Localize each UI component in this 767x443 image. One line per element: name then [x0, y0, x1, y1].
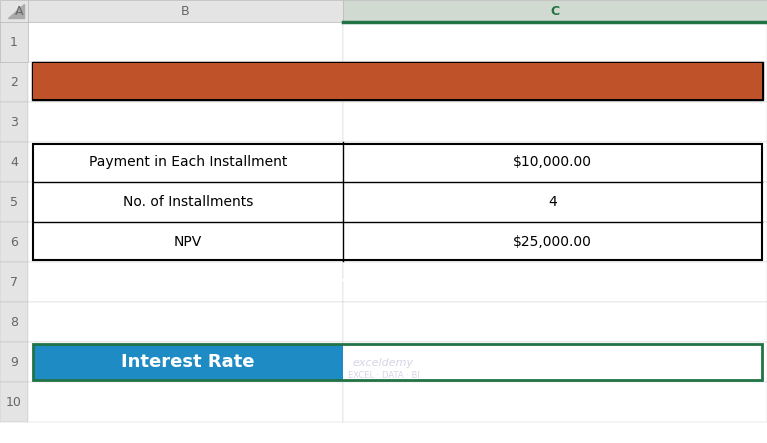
Bar	[28, 142, 343, 182]
Bar	[0, 142, 28, 182]
Text: 1: 1	[10, 35, 18, 48]
Text: exceldemy: exceldemy	[353, 358, 414, 368]
Text: $25,000.00: $25,000.00	[513, 235, 592, 249]
Text: No. of Installments: No. of Installments	[123, 195, 253, 209]
Bar	[0, 22, 28, 62]
Bar	[33, 344, 762, 380]
Text: 7: 7	[10, 276, 18, 288]
Bar	[28, 302, 343, 342]
Bar	[28, 342, 343, 382]
Bar	[343, 62, 767, 102]
Bar	[0, 102, 28, 142]
Text: B: B	[181, 4, 189, 18]
Text: 9: 9	[10, 355, 18, 369]
Bar	[0, 62, 28, 102]
Bar	[28, 182, 343, 222]
Bar	[343, 0, 767, 22]
Bar	[28, 382, 343, 422]
Text: 4: 4	[10, 155, 18, 168]
Bar	[28, 0, 343, 22]
Bar	[343, 142, 767, 182]
Bar	[32, 62, 763, 100]
Bar	[0, 222, 28, 262]
Text: Use of RATE Function: Use of RATE Function	[281, 275, 514, 294]
Text: 5: 5	[10, 195, 18, 209]
Text: 10: 10	[6, 396, 22, 408]
Bar	[0, 302, 28, 342]
Text: Payment in Each Installment: Payment in Each Installment	[89, 155, 287, 169]
Bar	[33, 63, 762, 99]
Bar	[28, 62, 343, 102]
Bar	[343, 302, 767, 342]
Bar	[28, 222, 343, 262]
Bar	[33, 144, 762, 260]
Bar	[343, 222, 767, 262]
Bar	[33, 344, 343, 380]
Text: 8: 8	[10, 315, 18, 329]
Bar	[343, 382, 767, 422]
Bar	[343, 342, 767, 382]
Text: 3: 3	[10, 116, 18, 128]
Bar	[0, 0, 28, 22]
Text: A: A	[15, 4, 23, 18]
Bar	[0, 22, 28, 62]
Bar	[343, 262, 767, 302]
Text: EXCEL · DATA · BI: EXCEL · DATA · BI	[347, 371, 420, 380]
Bar	[0, 382, 28, 422]
Bar	[28, 22, 343, 62]
Text: $10,000.00: $10,000.00	[513, 155, 592, 169]
Bar	[343, 182, 767, 222]
Bar	[28, 262, 343, 302]
Bar	[0, 262, 28, 302]
Text: Interest Rate: Interest Rate	[121, 353, 255, 371]
Bar	[0, 182, 28, 222]
Text: NPV: NPV	[174, 235, 202, 249]
Text: 2: 2	[10, 75, 18, 89]
Bar	[343, 102, 767, 142]
Text: C: C	[551, 4, 560, 18]
Bar	[343, 344, 762, 380]
Text: 6: 6	[10, 236, 18, 249]
Bar	[0, 342, 28, 382]
Bar	[0, 0, 767, 22]
Polygon shape	[8, 4, 24, 18]
Bar	[343, 22, 767, 62]
Bar	[28, 102, 343, 142]
Text: 4: 4	[548, 195, 557, 209]
